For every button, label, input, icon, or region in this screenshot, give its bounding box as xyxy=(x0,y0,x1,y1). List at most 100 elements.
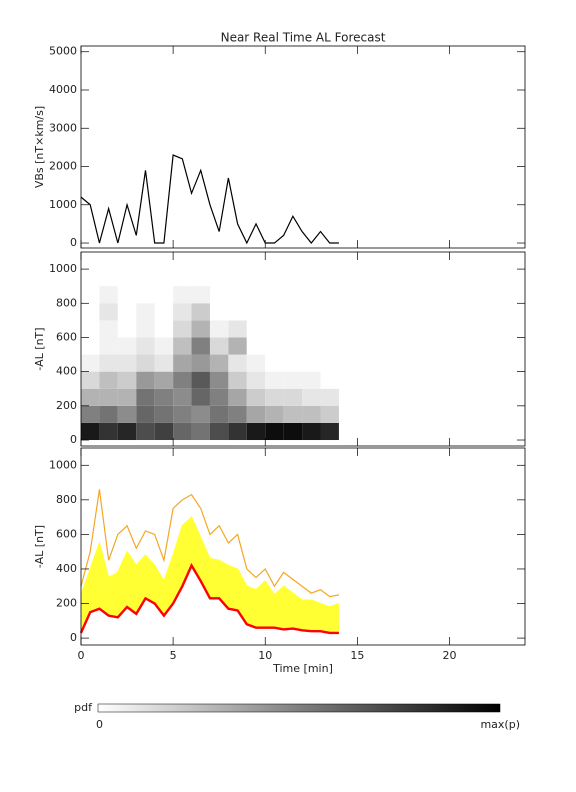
heatmap-cell xyxy=(265,286,284,304)
heatmap-cell xyxy=(81,303,100,321)
heatmap-cell xyxy=(209,320,229,338)
colorbar-label: pdf xyxy=(74,701,93,714)
plot-frame xyxy=(80,45,526,249)
heatmap-cell xyxy=(99,303,118,321)
heatmap-cell xyxy=(136,337,155,355)
heatmap-cell xyxy=(320,405,339,423)
y-tick-label: 3000 xyxy=(49,121,77,134)
heatmap-cell xyxy=(173,320,192,338)
heatmap-cell xyxy=(302,371,321,389)
heatmap-cell xyxy=(173,388,192,406)
series-line xyxy=(80,489,340,598)
heatmap-cell xyxy=(154,422,174,441)
x-tick-label: 0 xyxy=(78,649,85,662)
heatmap-cell xyxy=(99,388,118,406)
heatmap-cell xyxy=(320,422,339,441)
heatmap-cell xyxy=(117,303,137,321)
heatmap-cell xyxy=(191,405,210,423)
y-tick-label: 400 xyxy=(56,562,77,575)
heatmap-cell xyxy=(99,354,118,372)
y-tick-label: 1000 xyxy=(49,262,77,275)
heatmap-cell xyxy=(283,354,303,372)
heatmap-cell xyxy=(81,388,100,406)
heatmap-cell xyxy=(209,371,229,389)
heatmap-cell xyxy=(117,371,137,389)
heatmap-cell xyxy=(99,320,118,338)
y-tick-label: 800 xyxy=(56,296,77,309)
heatmap-cell xyxy=(191,320,210,338)
heatmap-cell xyxy=(265,320,284,338)
heatmap-cell xyxy=(283,303,303,321)
heatmap-cell xyxy=(117,337,137,355)
heatmap-cell xyxy=(302,303,321,321)
heatmap-cell xyxy=(320,286,339,304)
heatmap-cell xyxy=(154,320,174,338)
heatmap-cell xyxy=(302,320,321,338)
heatmap-cell xyxy=(320,388,339,406)
heatmap-cell xyxy=(191,286,210,304)
heatmap-cell xyxy=(265,422,284,441)
heatmap-cell xyxy=(320,303,339,321)
heatmap-cell xyxy=(283,371,303,389)
colorbar-max-label: max(p) xyxy=(480,718,520,731)
heatmap-cell xyxy=(265,388,284,406)
plot-frame xyxy=(80,447,526,646)
heatmap-cell xyxy=(246,354,266,372)
heatmap-cell xyxy=(81,422,100,441)
heatmap-cell xyxy=(246,286,266,304)
heatmap-cell xyxy=(209,337,229,355)
y-tick-label: 5000 xyxy=(49,45,77,58)
chart-title: Near Real Time AL Forecast xyxy=(221,31,386,45)
heatmap-cell xyxy=(228,320,247,338)
heatmap-cell xyxy=(154,371,174,389)
heatmap-cell xyxy=(154,405,174,423)
heatmap-cell xyxy=(265,371,284,389)
y-tick-label: 0 xyxy=(70,631,77,644)
heatmap-cell xyxy=(191,422,210,441)
heatmap-cell xyxy=(265,405,284,423)
heatmap-cell xyxy=(246,405,266,423)
heatmap-cell xyxy=(99,422,118,441)
heatmap-cell xyxy=(209,303,229,321)
heatmap-cell xyxy=(154,286,174,304)
heatmap-cell xyxy=(246,422,266,441)
heatmap-cell xyxy=(136,371,155,389)
x-tick-label: 20 xyxy=(442,649,456,662)
heatmap-cell xyxy=(246,303,266,321)
y-tick-label: 800 xyxy=(56,493,77,506)
heatmap-cell xyxy=(136,286,155,304)
y-axis-label: -AL [nT] xyxy=(33,525,46,568)
heatmap-cell xyxy=(228,286,247,304)
heatmap-cell xyxy=(117,286,137,304)
heatmap-cell xyxy=(265,337,284,355)
heatmap-cell xyxy=(228,422,247,441)
heatmap-cell xyxy=(81,337,100,355)
y-tick-label: 200 xyxy=(56,597,77,610)
heatmap-cell xyxy=(320,337,339,355)
heatmap-cell xyxy=(283,286,303,304)
heatmap-cell xyxy=(173,303,192,321)
heatmap-cell xyxy=(228,405,247,423)
colorbar-min-label: 0 xyxy=(96,718,103,731)
heatmap-cell xyxy=(209,354,229,372)
heatmap-cell xyxy=(209,388,229,406)
heatmap-cell xyxy=(228,371,247,389)
heatmap-cell xyxy=(246,388,266,406)
heatmap-cell xyxy=(265,303,284,321)
heatmap-cell xyxy=(117,388,137,406)
heatmap-cell xyxy=(173,337,192,355)
series-line xyxy=(80,516,340,608)
heatmap-cell xyxy=(99,337,118,355)
heatmap-cell xyxy=(154,303,174,321)
y-tick-label: 400 xyxy=(56,365,77,378)
heatmap-cell xyxy=(136,388,155,406)
heatmap-cell xyxy=(117,354,137,372)
heatmap-cell xyxy=(209,422,229,441)
heatmap-cell xyxy=(228,388,247,406)
y-tick-label: 1000 xyxy=(49,458,77,471)
heatmap-cell xyxy=(283,388,303,406)
heatmap-cell xyxy=(99,405,118,423)
heatmap-cell xyxy=(320,354,339,372)
heatmap-cell xyxy=(209,286,229,304)
heatmap-cell xyxy=(173,422,192,441)
